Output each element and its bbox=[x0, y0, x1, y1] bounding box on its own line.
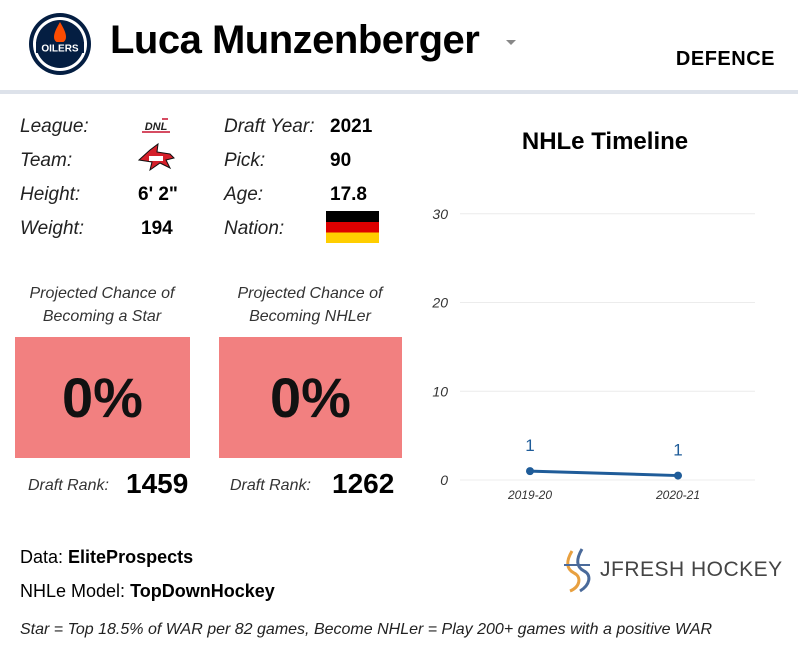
model-source-label: NHLe Model: bbox=[20, 581, 126, 601]
oilers-logo-icon: OILERS bbox=[29, 13, 91, 75]
y-tick-label: 0 bbox=[440, 472, 448, 488]
definitions-footnote: Star = Top 18.5% of WAR per 82 games, Be… bbox=[20, 621, 713, 638]
data-label: 1 bbox=[525, 436, 534, 455]
draft-year-value: 2021 bbox=[330, 116, 373, 137]
player-dropdown-chevron-icon[interactable] bbox=[506, 40, 516, 45]
age-label: Age: bbox=[224, 184, 264, 205]
chart-title: NHLe Timeline bbox=[521, 128, 689, 155]
draft-year-label: Draft Year: bbox=[224, 116, 315, 137]
nhler-projection-label-line1: Projected Chance of bbox=[237, 285, 383, 302]
model-source-line: NHLe Model: TopDownHockey bbox=[20, 581, 275, 602]
star-projection-value: 0% bbox=[62, 366, 143, 429]
x-tick-label: 2019-20 bbox=[507, 488, 552, 502]
data-point bbox=[674, 471, 682, 480]
star-draft-rank-value: 1459 bbox=[126, 468, 189, 499]
y-tick-label: 30 bbox=[432, 206, 448, 222]
header-divider bbox=[0, 90, 798, 94]
data-source-label: Data: bbox=[20, 547, 64, 567]
league-label: League: bbox=[20, 116, 89, 137]
weight-value: 194 bbox=[141, 218, 173, 239]
data-source-line: Data: EliteProspects bbox=[20, 547, 193, 568]
y-tick-label: 20 bbox=[431, 295, 448, 311]
svg-text:OILERS: OILERS bbox=[41, 44, 79, 55]
x-tick-label: 2020-21 bbox=[655, 488, 700, 502]
y-tick-label: 10 bbox=[432, 383, 448, 399]
nhler-projection-label-line2: Becoming NHLer bbox=[249, 308, 371, 325]
brand-name: JFRESH HOCKEY bbox=[600, 558, 783, 581]
player-name: Luca Munzenberger bbox=[110, 18, 480, 62]
star-projection-box: 0% bbox=[15, 337, 190, 458]
series-line bbox=[528, 469, 680, 478]
star-projection-label-line1: Projected Chance of bbox=[29, 285, 175, 302]
star-draft-rank-label: Draft Rank: bbox=[28, 477, 109, 494]
svg-text:DNL: DNL bbox=[145, 121, 168, 133]
nation-label: Nation: bbox=[224, 218, 285, 239]
weight-label: Weight: bbox=[20, 218, 85, 239]
pick-label: Pick: bbox=[224, 150, 266, 171]
team-shark-logo-icon bbox=[137, 142, 175, 172]
model-source-value: TopDownHockey bbox=[130, 581, 275, 601]
dnl-league-logo-icon: DNL bbox=[142, 118, 170, 133]
pick-value: 90 bbox=[330, 150, 352, 171]
nhler-projection-label: Projected Chance of Becoming NHLer bbox=[224, 282, 396, 328]
height-label: Height: bbox=[20, 184, 81, 205]
height-value: 6' 2" bbox=[138, 184, 178, 205]
jfresh-hockey-logo-icon bbox=[564, 548, 591, 593]
star-projection-label: Projected Chance of Becoming a Star bbox=[16, 282, 188, 328]
age-value: 17.8 bbox=[330, 184, 367, 205]
nhler-draft-rank-label: Draft Rank: bbox=[230, 477, 311, 494]
team-label: Team: bbox=[20, 150, 73, 171]
nhler-draft-rank-value: 1262 bbox=[332, 468, 395, 499]
data-source-value: EliteProspects bbox=[68, 547, 194, 567]
player-position: DEFENCE bbox=[675, 48, 775, 70]
germany-flag-icon bbox=[326, 211, 379, 243]
star-projection-label-line2: Becoming a Star bbox=[42, 308, 162, 325]
nhle-timeline-chart: 0 10 20 30 2019-20 2020-21 1 1 bbox=[431, 206, 755, 502]
header-bar: OILERS Luca Munzenberger DEFENCE bbox=[0, 0, 798, 92]
nhler-projection-box: 0% bbox=[219, 337, 402, 458]
data-point bbox=[526, 467, 534, 476]
nhler-projection-value: 0% bbox=[270, 366, 351, 429]
data-label: 1 bbox=[673, 441, 682, 460]
